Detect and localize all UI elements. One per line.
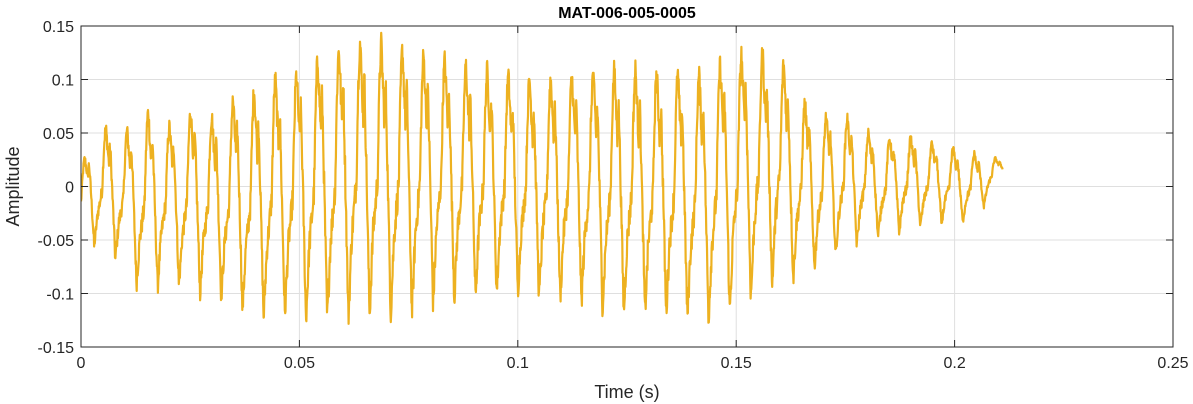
x-axis-label: Time (s): [594, 382, 659, 402]
x-tick-label: 0.05: [284, 355, 315, 372]
series-line: [81, 31, 1004, 325]
y-tick-label: -0.1: [46, 287, 74, 304]
y-tick-label: -0.15: [38, 340, 75, 357]
y-tick-labels: -0.15 -0.1 -0.05 0 0.05 0.1 0.15: [38, 19, 75, 357]
x-tick-label: 0.15: [721, 355, 752, 372]
y-tick-label: -0.05: [38, 233, 75, 250]
axis-ticks: [80, 25, 1174, 348]
x-tick-label: 0.2: [943, 355, 965, 372]
y-tick-label: 0: [65, 180, 74, 197]
y-tick-label: 0.15: [43, 19, 74, 36]
x-tick-labels: 0 0.05 0.1 0.15 0.2 0.25: [77, 355, 1189, 372]
y-tick-label: 0.05: [43, 126, 74, 143]
x-tick-label: 0.1: [507, 355, 529, 372]
x-tick-label: 0: [77, 355, 86, 372]
chart-title: MAT-006-005-0005: [558, 5, 696, 22]
y-axis-label: Amplitude: [3, 146, 23, 226]
x-tick-label: 0.25: [1157, 355, 1188, 372]
y-tick-label: 0.1: [52, 73, 74, 90]
